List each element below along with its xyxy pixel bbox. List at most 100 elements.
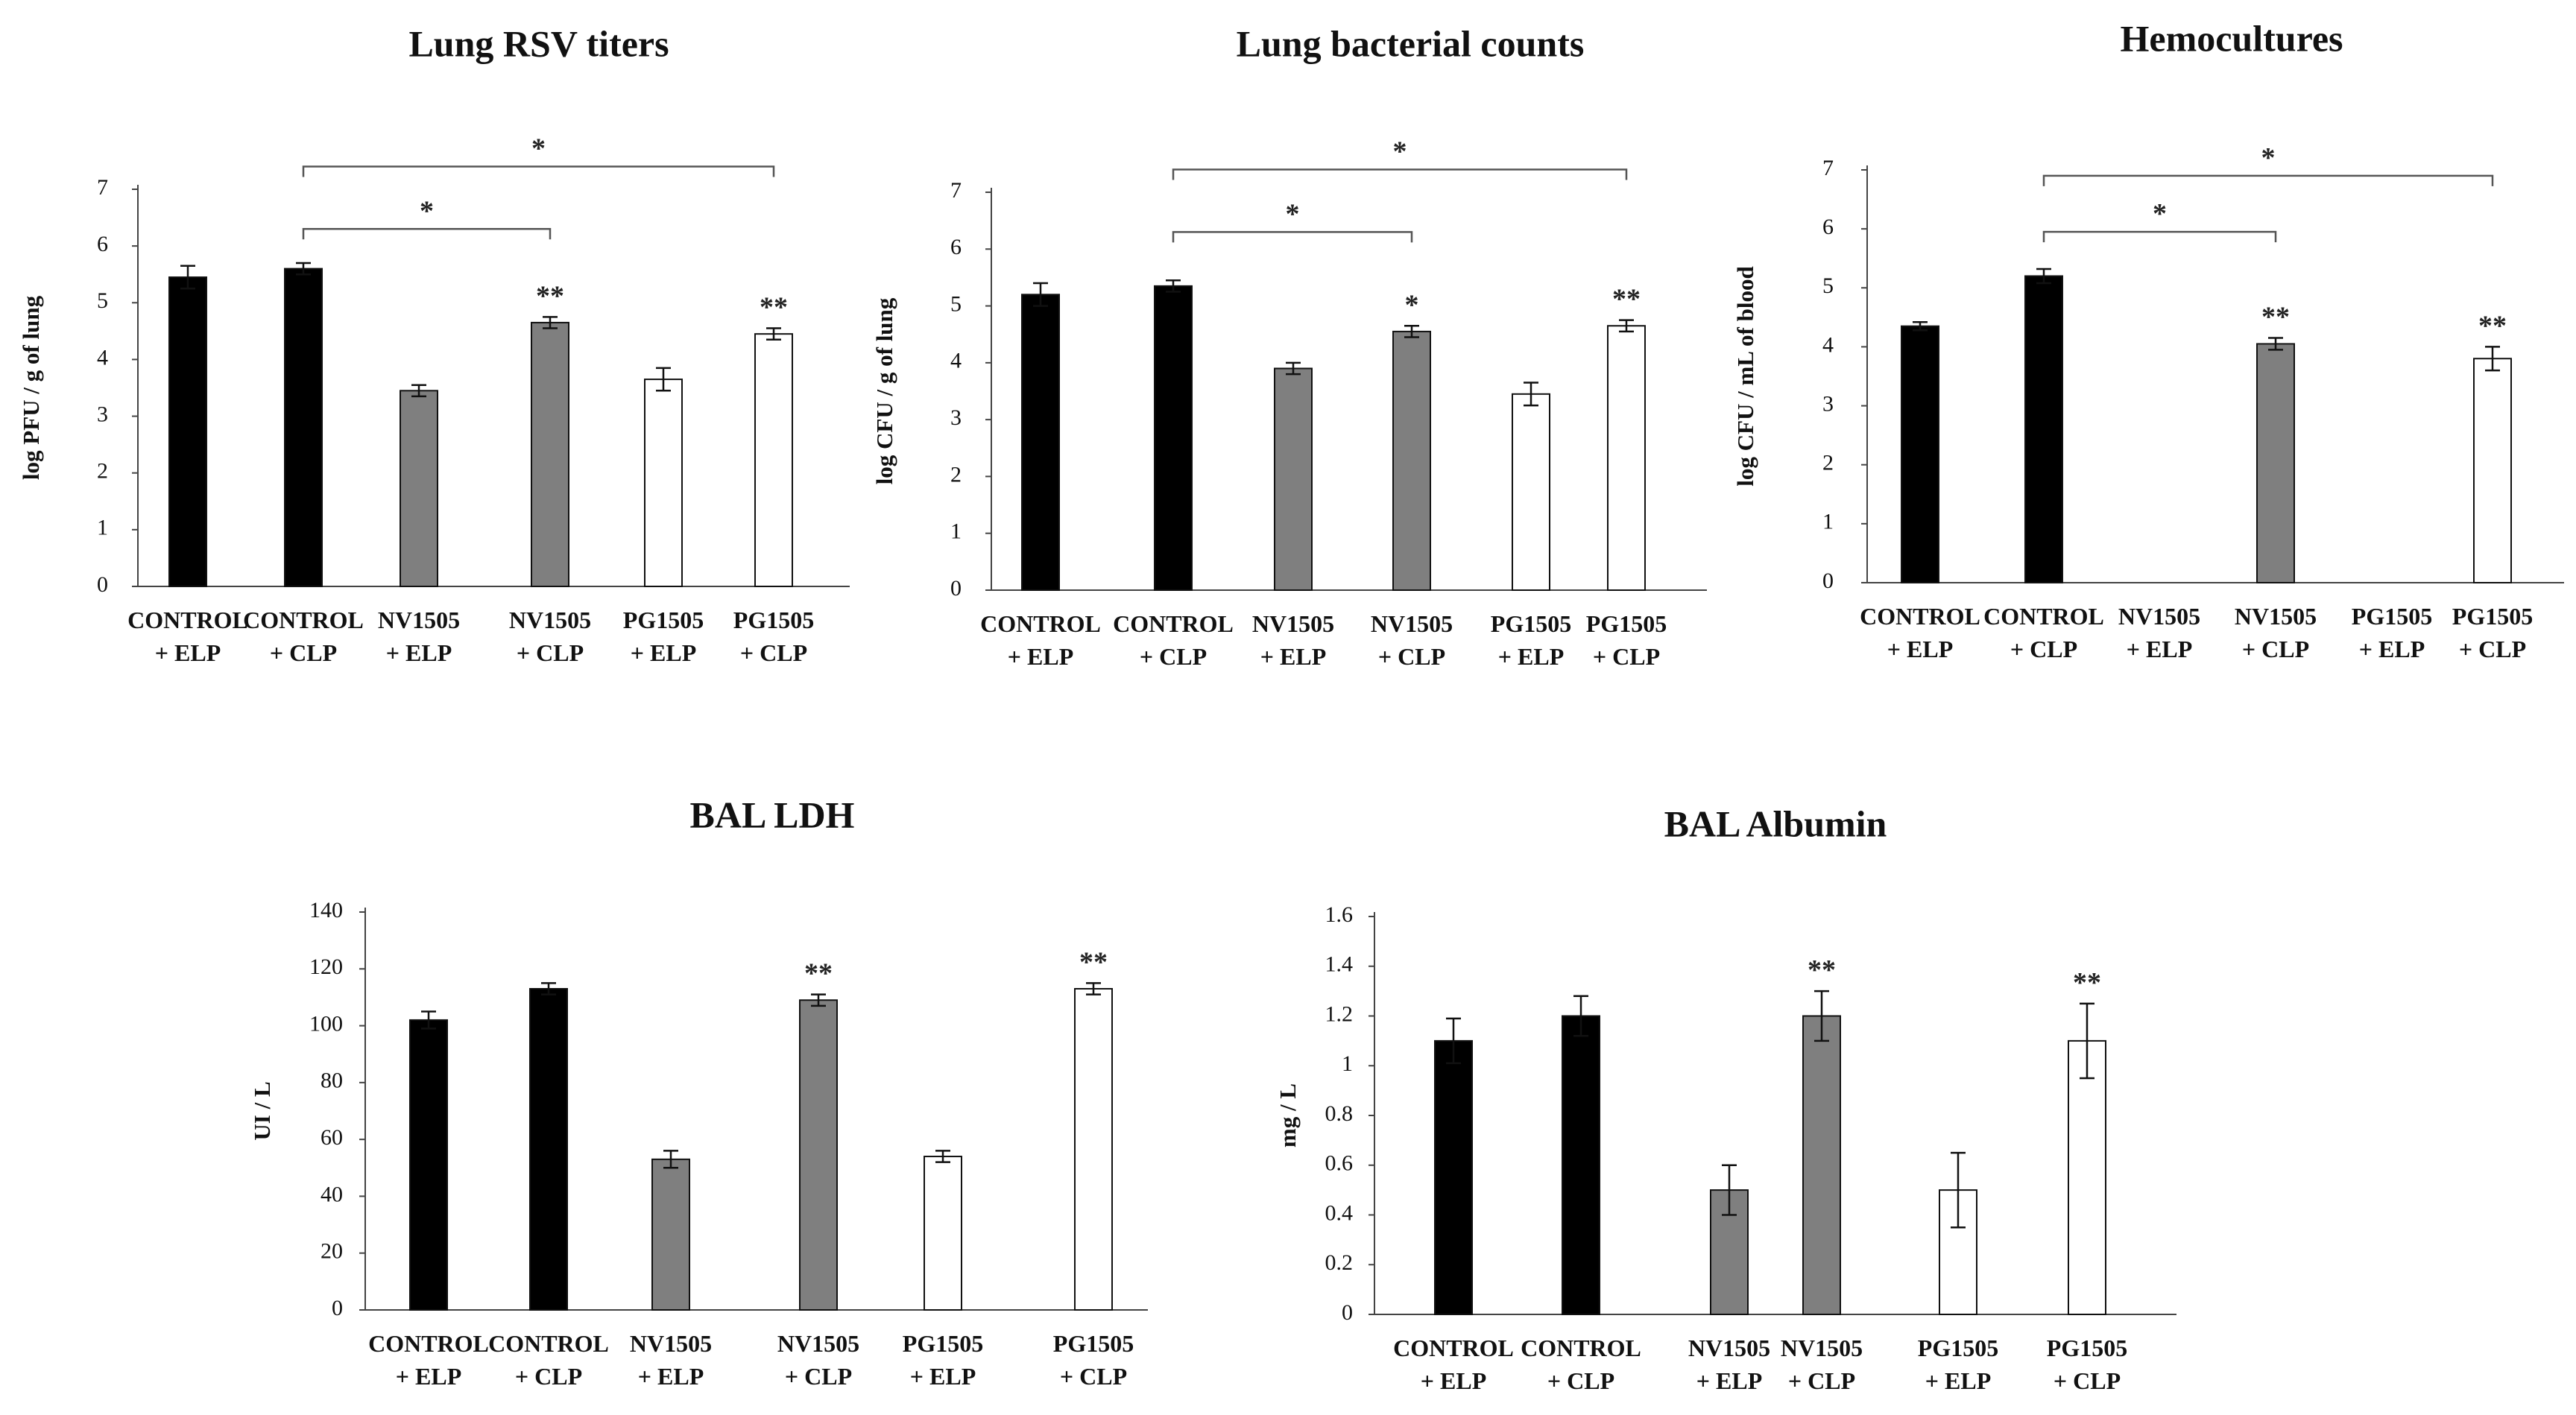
bar: [644, 379, 683, 587]
y-tick-label: 7: [97, 175, 108, 200]
bracket-label: *: [2261, 142, 2276, 174]
x-tick-label: + ELP: [638, 1363, 704, 1390]
bar: [529, 987, 568, 1311]
x-tick-label: PG1505: [903, 1330, 983, 1357]
y-tick-label: 2: [950, 462, 962, 487]
bar: [799, 999, 838, 1311]
x-tick-label: CONTROL: [1983, 603, 2104, 630]
x-tick-label: + ELP: [2359, 636, 2425, 662]
x-tick-label: + CLP: [1378, 643, 1445, 670]
x-tick-label: + ELP: [1925, 1367, 1991, 1394]
significance-bracket: [2042, 174, 2494, 186]
y-tick-label: 0: [950, 576, 962, 601]
x-tick-label: CONTROL: [980, 610, 1101, 637]
x-tick-label: + ELP: [910, 1363, 976, 1390]
y-tick-label: 2: [97, 459, 108, 484]
x-tick-label: CONTROL: [243, 607, 364, 633]
y-axis-label: log PFU / g of lung: [18, 295, 44, 480]
y-tick-label: 1.4: [1325, 952, 1354, 977]
y-tick-label: 6: [950, 235, 962, 259]
x-tick-label: PG1505: [1491, 610, 1571, 637]
x-tick-label: CONTROL: [1860, 603, 1980, 630]
y-tick-label: 0: [1822, 569, 1834, 593]
significance-marker: **: [2261, 302, 2290, 333]
bar: [754, 333, 793, 587]
y-tick-label: 1.2: [1325, 1001, 1354, 1026]
y-tick-label: 1: [97, 516, 108, 540]
x-tick-label: NV1505: [2118, 603, 2200, 630]
x-tick-label: + ELP: [1696, 1367, 1762, 1394]
y-tick-label: 0.4: [1325, 1200, 1354, 1225]
y-axis-label: log CFU / mL of blood: [1732, 266, 1758, 486]
significance-bracket: [302, 228, 552, 240]
x-tick-label: + ELP: [1260, 643, 1326, 670]
bar: [1392, 330, 1431, 591]
y-tick-label: 3: [97, 402, 108, 426]
y-tick-label: 2: [1822, 451, 1834, 475]
x-tick-label: NV1505: [1252, 610, 1334, 637]
chart-title: Hemocultures: [2120, 17, 2343, 59]
y-axis-label: UI / L: [249, 1081, 275, 1140]
x-tick-label: NV1505: [630, 1330, 712, 1357]
y-tick-label: 0: [1342, 1300, 1353, 1325]
bar: [1154, 285, 1193, 591]
x-tick-label: + CLP: [515, 1363, 582, 1390]
y-tick-label: 3: [950, 405, 962, 430]
chart-title: Lung RSV titers: [408, 22, 669, 64]
x-tick-label: + ELP: [1421, 1367, 1486, 1394]
y-tick-label: 0: [97, 572, 108, 597]
bracket-label: *: [2153, 198, 2167, 229]
x-tick-label: + ELP: [2127, 636, 2192, 662]
bar: [924, 1156, 962, 1311]
bracket-label: *: [1393, 136, 1407, 167]
x-tick-label: + CLP: [270, 639, 337, 666]
x-tick-label: NV1505: [509, 607, 591, 633]
significance-bracket: [2042, 230, 2277, 243]
x-tick-label: + CLP: [2053, 1367, 2121, 1394]
bar: [531, 321, 569, 587]
y-tick-label: 7: [950, 178, 962, 203]
x-tick-label: + ELP: [1887, 636, 1953, 662]
bar: [1274, 367, 1313, 591]
x-tick-label: + ELP: [1008, 643, 1073, 670]
x-tick-label: + CLP: [2459, 636, 2526, 662]
x-tick-label: NV1505: [1688, 1335, 1770, 1361]
bar: [1021, 294, 1060, 591]
x-tick-label: + CLP: [2242, 636, 2309, 662]
significance-marker: **: [1612, 284, 1641, 315]
bar: [2473, 358, 2512, 583]
bar: [1901, 325, 1939, 583]
y-tick-label: 100: [309, 1011, 343, 1036]
x-tick-label: CONTROL: [1521, 1335, 1641, 1361]
bracket-label: *: [531, 133, 546, 165]
bar: [1607, 325, 1646, 591]
y-tick-label: 80: [321, 1069, 343, 1093]
x-tick-label: PG1505: [733, 607, 814, 633]
chart-title: BAL Albumin: [1664, 803, 1887, 844]
x-tick-label: + CLP: [1788, 1367, 1855, 1394]
y-tick-label: 0.2: [1325, 1250, 1354, 1275]
bar: [1802, 1015, 1841, 1315]
x-tick-label: + CLP: [2010, 636, 2077, 662]
y-axis-label: log CFU / g of lung: [871, 297, 897, 484]
y-tick-label: 4: [950, 349, 962, 373]
bar: [1074, 987, 1113, 1311]
y-tick-label: 20: [321, 1239, 343, 1264]
bracket-label: *: [420, 195, 434, 227]
bar: [409, 1019, 448, 1311]
y-tick-label: 60: [321, 1125, 343, 1150]
bar: [1562, 1015, 1600, 1315]
y-tick-label: 0: [332, 1296, 343, 1320]
x-tick-label: PG1505: [623, 607, 704, 633]
x-tick-label: + ELP: [386, 639, 452, 666]
x-tick-label: PG1505: [1918, 1335, 1998, 1361]
x-tick-label: CONTROL: [368, 1330, 489, 1357]
y-tick-label: 3: [1822, 391, 1834, 416]
y-tick-label: 6: [97, 232, 108, 256]
x-tick-label: CONTROL: [127, 607, 248, 633]
x-tick-label: + CLP: [740, 639, 807, 666]
x-tick-label: + CLP: [1593, 643, 1660, 670]
x-tick-label: + ELP: [155, 639, 221, 666]
x-tick-label: PG1505: [2352, 603, 2432, 630]
